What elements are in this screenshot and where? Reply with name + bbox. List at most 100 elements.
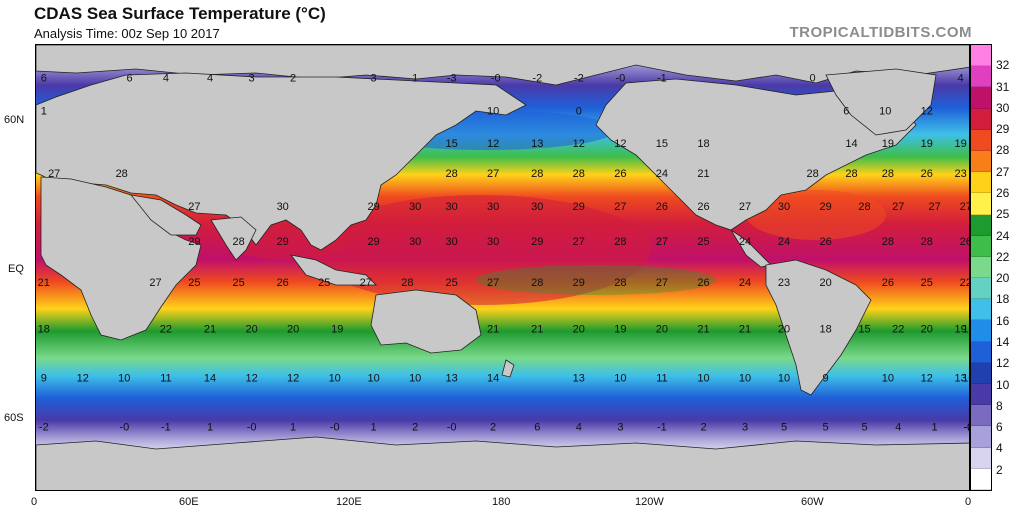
sst-value-label: 29 bbox=[819, 201, 831, 213]
sst-value-label: 9 bbox=[823, 373, 829, 385]
sst-value-label: 26 bbox=[960, 236, 970, 248]
sst-value-label: 18 bbox=[819, 324, 831, 336]
sst-value-label: 27 bbox=[928, 201, 940, 213]
sst-value-label: -0 bbox=[964, 422, 970, 434]
sst-value-label: 29 bbox=[367, 236, 379, 248]
sst-value-label: 25 bbox=[232, 277, 244, 289]
sst-value-label: 25 bbox=[188, 277, 200, 289]
sst-value-label: 10 bbox=[487, 105, 499, 117]
sst-value-label: 30 bbox=[409, 201, 421, 213]
sst-value-label: 28 bbox=[232, 236, 244, 248]
lon-label-60e: 60E bbox=[179, 496, 199, 508]
colorbar-level-label: 26 bbox=[996, 186, 1010, 200]
sst-value-label: 28 bbox=[921, 236, 933, 248]
sst-value-label: 20 bbox=[656, 324, 668, 336]
sst-value-label: 2 bbox=[290, 73, 296, 85]
sst-value-label: 19 bbox=[954, 138, 966, 150]
colorbar-level-label: 20 bbox=[996, 271, 1010, 286]
sst-value-label: 3 bbox=[249, 73, 255, 85]
colorbar-swatch bbox=[971, 108, 991, 130]
sst-value-label: 9 bbox=[41, 373, 47, 385]
colorbar-level-label: 24 bbox=[996, 228, 1010, 243]
sst-value-label: 14 bbox=[845, 138, 857, 150]
sst-value-label: 1 bbox=[290, 422, 296, 434]
sst-value-label: 10 bbox=[739, 373, 751, 385]
sst-value-label: 11 bbox=[160, 373, 171, 385]
colorbar-swatch bbox=[971, 341, 991, 363]
sst-value-label: 29 bbox=[531, 236, 543, 248]
sst-value-label: 30 bbox=[445, 236, 457, 248]
sst-value-label: 1 bbox=[412, 73, 418, 85]
sst-value-label: 6 bbox=[843, 105, 849, 117]
sst-value-label: 5 bbox=[823, 422, 829, 434]
sst-value-label: 25 bbox=[445, 277, 457, 289]
colorbar-swatch bbox=[971, 447, 991, 469]
sst-value-label: -0 bbox=[247, 422, 257, 434]
sst-value-label: 1 bbox=[371, 422, 377, 434]
sst-value-label: 21 bbox=[739, 324, 751, 336]
sst-value-label: 23 bbox=[954, 168, 966, 180]
sst-value-label: 10 bbox=[329, 373, 341, 385]
sst-value-label: 30 bbox=[531, 201, 543, 213]
sst-value-label: 2 bbox=[490, 422, 496, 434]
sst-value-label: 4 bbox=[163, 73, 169, 85]
lat-label-eq: EQ bbox=[8, 263, 24, 275]
sst-value-label: 25 bbox=[318, 277, 330, 289]
sst-value-label: 4 bbox=[958, 73, 964, 85]
brand-watermark[interactable]: TROPICALTIDBITS.COM bbox=[789, 24, 972, 41]
sst-value-label: 29 bbox=[573, 201, 585, 213]
colorbar-swatch bbox=[971, 214, 991, 236]
sst-value-label: 15 bbox=[858, 324, 870, 336]
sst-value-label: 30 bbox=[277, 201, 289, 213]
sst-value-label: 10 bbox=[697, 373, 709, 385]
sst-value-label: 24 bbox=[778, 236, 790, 248]
sst-value-label: 21 bbox=[204, 324, 216, 336]
sst-value-label: 18 bbox=[697, 138, 709, 150]
colorbar-swatch bbox=[971, 256, 991, 279]
sst-value-label: 3 bbox=[371, 73, 377, 85]
sst-value-label: 24 bbox=[739, 277, 751, 289]
sst-value-label: 10 bbox=[409, 373, 421, 385]
sst-value-label: 27 bbox=[892, 201, 904, 213]
sst-value-label: 21 bbox=[38, 277, 50, 289]
sst-value-label: 30 bbox=[409, 236, 421, 248]
sst-value-label: 21 bbox=[697, 168, 709, 180]
sst-value-label: 21 bbox=[487, 324, 499, 336]
sst-value-label: 28 bbox=[845, 168, 857, 180]
sst-value-label: 28 bbox=[882, 168, 894, 180]
colorbar-level-label: 10 bbox=[996, 377, 1010, 392]
sst-value-label: 12 bbox=[614, 138, 626, 150]
lon-label-120e: 120E bbox=[336, 496, 362, 508]
sst-value-label: 6 bbox=[126, 73, 132, 85]
sst-value-label: -1 bbox=[657, 422, 667, 434]
sst-value-label: -1 bbox=[657, 73, 667, 85]
sst-value-label: 28 bbox=[614, 236, 626, 248]
sst-value-label: 12 bbox=[921, 105, 933, 117]
sst-value-label: 27 bbox=[487, 168, 499, 180]
sst-value-label: 19 bbox=[331, 324, 343, 336]
sst-value-label: 25 bbox=[921, 277, 933, 289]
sst-value-label: 28 bbox=[614, 277, 626, 289]
sst-value-label: 19 bbox=[614, 324, 626, 336]
sst-value-label: 12 bbox=[921, 373, 933, 385]
analysis-time: Analysis Time: 00z Sep 10 2017 bbox=[34, 26, 220, 41]
lat-label-60s: 60S bbox=[4, 412, 24, 424]
sst-value-label: -2 bbox=[532, 73, 542, 85]
colorbar-swatch bbox=[971, 426, 991, 448]
sst-value-label: 26 bbox=[697, 201, 709, 213]
sst-value-label: 27 bbox=[573, 236, 585, 248]
colorbar-swatch bbox=[971, 66, 991, 88]
sst-value-label: 27 bbox=[739, 201, 751, 213]
sst-value-label: 28 bbox=[806, 168, 818, 180]
sst-value-label: 24 bbox=[739, 236, 751, 248]
colorbar bbox=[970, 44, 992, 491]
sst-value-label: 27 bbox=[614, 201, 626, 213]
colorbar-level-label: 8 bbox=[996, 398, 1003, 413]
colorbar-level-label: 25 bbox=[996, 207, 1010, 222]
sst-value-label: 14 bbox=[204, 373, 216, 385]
sst-value-label: 20 bbox=[921, 324, 933, 336]
sst-value-label: 24 bbox=[656, 168, 668, 180]
sst-value-label: 28 bbox=[531, 168, 543, 180]
sst-value-label: 27 bbox=[360, 277, 372, 289]
colorbar-level-label: 28 bbox=[996, 143, 1010, 158]
